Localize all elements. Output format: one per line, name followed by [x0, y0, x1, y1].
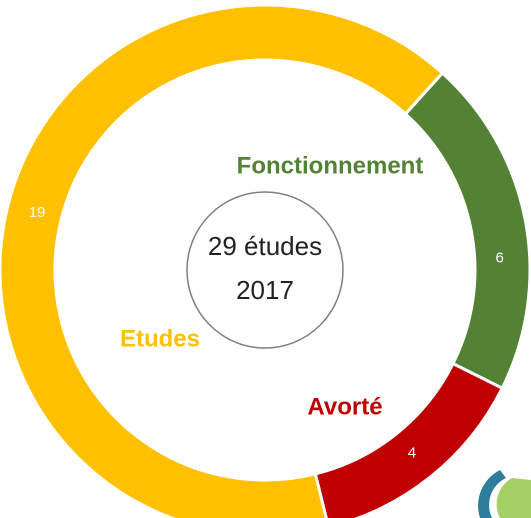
center-label: 2017	[236, 275, 294, 305]
center-circle	[186, 191, 344, 349]
logo	[478, 470, 531, 518]
category-label: Etudes	[120, 325, 200, 352]
category-label: Fonctionnement	[237, 152, 424, 179]
value-label: 4	[408, 444, 416, 461]
donut-segment	[313, 361, 505, 518]
category-label: Avorté	[307, 393, 382, 420]
donut	[0, 3, 531, 518]
value-label: 6	[496, 250, 504, 267]
center-label: 29 études	[208, 231, 322, 261]
donut-segment	[0, 3, 445, 518]
donut-segment	[403, 70, 531, 391]
value-label: 19	[29, 204, 46, 221]
